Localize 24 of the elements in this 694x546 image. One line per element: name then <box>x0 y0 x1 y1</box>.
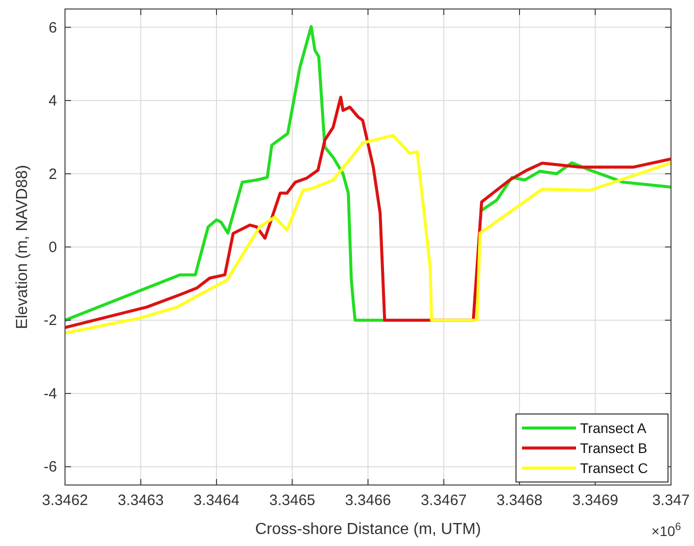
line-series <box>65 134 671 335</box>
x-tick-label: 3.3466 <box>345 492 391 509</box>
y-tick-label: -6 <box>44 458 57 476</box>
line-series <box>65 96 671 330</box>
text: ×10$^{6}$ <box>651 521 682 539</box>
y-tick-label: 2 <box>48 166 57 183</box>
x-tick-label: 3.3469 <box>572 492 618 509</box>
x-tick-label: 3.3462 <box>42 492 88 509</box>
y-axis-title: Elevation (m, NAVD88) <box>14 164 31 330</box>
x-tick-label: 3.3468 <box>496 492 542 509</box>
legend-label: Transect C <box>580 460 648 476</box>
x-tick-label: 3.3467 <box>420 492 467 509</box>
y-tick-label: -4 <box>44 385 57 402</box>
x-tick-label: 3.3463 <box>118 492 164 509</box>
x-tick-label: 3.3465 <box>269 492 316 509</box>
x-axis-title: Cross-shore Distance (m, UTM) <box>255 521 481 538</box>
y-tick-label: -2 <box>44 312 57 330</box>
y-tick-label: 6 <box>48 19 57 36</box>
y-tick-label: 0 <box>48 239 57 256</box>
x-tick-label: 3.3464 <box>194 492 240 509</box>
x-tick-label: 3.347 <box>652 492 690 509</box>
y-tick-label: 4 <box>48 92 57 110</box>
legend-label: Transect A <box>580 420 648 436</box>
legend-label: Transect B <box>580 440 648 456</box>
